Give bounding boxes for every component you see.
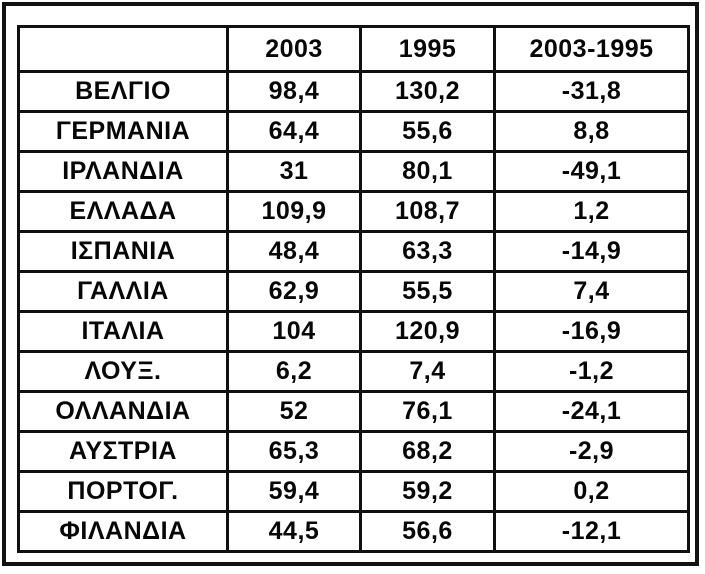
table-row: ΕΛΛΑΔΑ 109,9 108,7 1,2 bbox=[17, 190, 690, 233]
country-cell: ΑΥΣΤΡΙΑ bbox=[17, 430, 229, 473]
country-cell: ΙΤΑΛΙΑ bbox=[17, 310, 229, 353]
table-row: ΙΡΛΑΝΔΙΑ 31 80,1 -49,1 bbox=[17, 150, 690, 193]
value-cell: 65,3 bbox=[226, 430, 362, 473]
value-cell: 130,2 bbox=[359, 70, 496, 113]
corner-empty-cell bbox=[17, 25, 229, 73]
table-row: ΙΣΠΑΝΙΑ 48,4 63,3 -14,9 bbox=[17, 230, 690, 273]
value-cell: 76,1 bbox=[359, 390, 496, 433]
data-table: 2003 1995 2003-1995 ΒΕΛΓΙΟ 98,4 130,2 -31,8… bbox=[17, 25, 690, 553]
value-cell: 64,4 bbox=[226, 110, 362, 153]
value-cell: 59,2 bbox=[359, 470, 496, 513]
value-cell: 52 bbox=[226, 390, 362, 433]
value-cell: 108,7 bbox=[359, 190, 496, 233]
value-cell: 98,4 bbox=[226, 70, 362, 113]
table-row: ΓΑΛΛΙΑ 62,9 55,5 7,4 bbox=[17, 270, 690, 313]
column-header-diff: 2003-1995 bbox=[493, 25, 690, 73]
value-cell: 6,2 bbox=[226, 350, 362, 393]
value-cell: -16,9 bbox=[493, 310, 690, 353]
header-row: 2003 1995 2003-1995 bbox=[17, 25, 690, 73]
country-cell: ΛΟΥΞ. bbox=[17, 350, 229, 393]
value-cell: 63,3 bbox=[359, 230, 496, 273]
value-cell: 56,6 bbox=[359, 510, 496, 553]
value-cell: -49,1 bbox=[493, 150, 690, 193]
column-header-2003: 2003 bbox=[226, 25, 362, 73]
value-cell: 44,5 bbox=[226, 510, 362, 553]
table-row: ΑΥΣΤΡΙΑ 65,3 68,2 -2,9 bbox=[17, 430, 690, 473]
value-cell: -31,8 bbox=[493, 70, 690, 113]
table-row: ΙΤΑΛΙΑ 104 120,9 -16,9 bbox=[17, 310, 690, 353]
country-cell: ΟΛΛΑΝΔΙΑ bbox=[17, 390, 229, 433]
country-cell: ΠΟΡΤΟΓ. bbox=[17, 470, 229, 513]
table-row: ΓΕΡΜΑΝΙΑ 64,4 55,6 8,8 bbox=[17, 110, 690, 153]
value-cell: -2,9 bbox=[493, 430, 690, 473]
country-cell: ΙΣΠΑΝΙΑ bbox=[17, 230, 229, 273]
country-cell: ΙΡΛΑΝΔΙΑ bbox=[17, 150, 229, 193]
value-cell: -14,9 bbox=[493, 230, 690, 273]
value-cell: 7,4 bbox=[493, 270, 690, 313]
table-row: ΦΙΛΑΝΔΙΑ 44,5 56,6 -12,1 bbox=[17, 510, 690, 553]
value-cell: 48,4 bbox=[226, 230, 362, 273]
country-cell: ΕΛΛΑΔΑ bbox=[17, 190, 229, 233]
value-cell: 31 bbox=[226, 150, 362, 193]
table-row: ΛΟΥΞ. 6,2 7,4 -1,2 bbox=[17, 350, 690, 393]
value-cell: 8,8 bbox=[493, 110, 690, 153]
value-cell: 7,4 bbox=[359, 350, 496, 393]
country-cell: ΦΙΛΑΝΔΙΑ bbox=[17, 510, 229, 553]
outer-frame: 2003 1995 2003-1995 ΒΕΛΓΙΟ 98,4 130,2 -31,8… bbox=[2, 2, 699, 566]
value-cell: 59,4 bbox=[226, 470, 362, 513]
table-row: ΒΕΛΓΙΟ 98,4 130,2 -31,8 bbox=[17, 70, 690, 113]
table-header: 2003 1995 2003-1995 bbox=[17, 25, 690, 73]
column-header-1995: 1995 bbox=[359, 25, 496, 73]
value-cell: -12,1 bbox=[493, 510, 690, 553]
value-cell: 55,6 bbox=[359, 110, 496, 153]
value-cell: 80,1 bbox=[359, 150, 496, 193]
value-cell: 120,9 bbox=[359, 310, 496, 353]
value-cell: -1,2 bbox=[493, 350, 690, 393]
value-cell: 68,2 bbox=[359, 430, 496, 473]
country-cell: ΓΕΡΜΑΝΙΑ bbox=[17, 110, 229, 153]
value-cell: 62,9 bbox=[226, 270, 362, 313]
value-cell: 55,5 bbox=[359, 270, 496, 313]
value-cell: -24,1 bbox=[493, 390, 690, 433]
value-cell: 1,2 bbox=[493, 190, 690, 233]
table-row: ΟΛΛΑΝΔΙΑ 52 76,1 -24,1 bbox=[17, 390, 690, 433]
value-cell: 109,9 bbox=[226, 190, 362, 233]
table-body: ΒΕΛΓΙΟ 98,4 130,2 -31,8 ΓΕΡΜΑΝΙΑ 64,4 55,6 8,8 Ι… bbox=[17, 70, 690, 553]
country-cell: ΓΑΛΛΙΑ bbox=[17, 270, 229, 313]
value-cell: 104 bbox=[226, 310, 362, 353]
value-cell: 0,2 bbox=[493, 470, 690, 513]
table-row: ΠΟΡΤΟΓ. 59,4 59,2 0,2 bbox=[17, 470, 690, 513]
country-cell: ΒΕΛΓΙΟ bbox=[17, 70, 229, 113]
